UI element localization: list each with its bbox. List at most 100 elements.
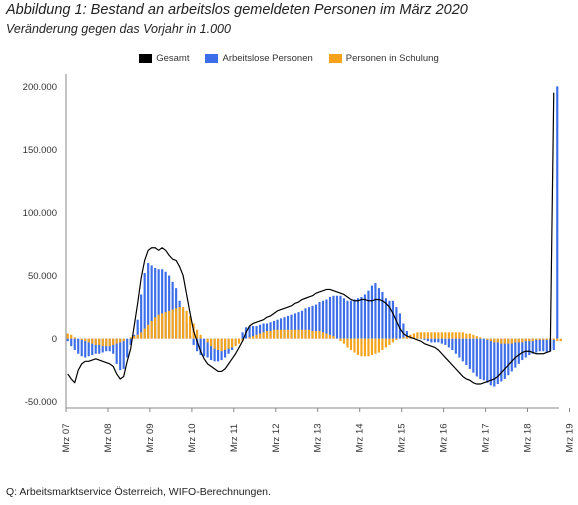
bar-schulung — [248, 337, 251, 339]
x-tick-label: Mrz 09 — [145, 423, 156, 452]
bar-arbeitslose — [318, 302, 321, 339]
bar-arbeitslose — [66, 338, 69, 342]
bar-schulung — [318, 331, 321, 339]
bar-arbeitslose — [307, 307, 311, 339]
bar-schulung — [426, 332, 429, 339]
legend-item-gesamt: Gesamt — [139, 53, 189, 64]
bar-arbeitslose — [126, 338, 129, 358]
bar-schulung — [147, 324, 150, 339]
y-tick-label: -50.000 — [25, 397, 57, 408]
bar-arbeitslose — [241, 332, 244, 339]
bar-schulung — [189, 315, 192, 339]
bar-schulung — [472, 334, 475, 339]
bar-arbeitslose — [360, 296, 363, 339]
bar-arbeitslose — [444, 338, 447, 345]
bar-schulung — [262, 332, 265, 339]
bar-arbeitslose — [503, 338, 506, 379]
bar-schulung — [507, 338, 510, 344]
bar-arbeitslose — [157, 269, 160, 339]
bar-schulung — [70, 334, 73, 339]
bar-schulung — [297, 329, 300, 339]
bar-schulung — [154, 317, 157, 339]
bar-arbeitslose — [402, 323, 405, 339]
bar-schulung — [377, 338, 381, 353]
bar-schulung — [87, 338, 90, 343]
bar-schulung — [178, 307, 181, 339]
bar-arbeitslose — [328, 296, 332, 339]
bar-arbeitslose — [286, 315, 290, 339]
bar-schulung — [367, 338, 370, 357]
bar-arbeitslose — [398, 313, 401, 339]
bar-schulung — [112, 338, 115, 345]
bar-arbeitslose — [147, 262, 150, 339]
bar-schulung — [224, 338, 227, 350]
bar-schulung — [370, 338, 374, 356]
x-tick-label: Mrz 08 — [103, 423, 114, 452]
bar-schulung — [101, 338, 104, 347]
bar-arbeitslose — [311, 305, 314, 339]
bar-schulung — [339, 338, 342, 342]
bar-arbeitslose — [339, 295, 342, 339]
bar-schulung — [279, 329, 283, 339]
bar-arbeitslose — [377, 288, 381, 339]
bar-arbeitslose — [269, 322, 272, 339]
y-tick-label: 200.000 — [23, 82, 57, 93]
legend-swatch-schulung — [328, 54, 342, 63]
bar-schulung — [503, 338, 506, 344]
bar-arbeitslose — [363, 294, 367, 339]
bar-arbeitslose — [84, 338, 87, 358]
bar-arbeitslose — [423, 338, 426, 340]
bar-schulung — [545, 338, 548, 340]
bar-schulung — [363, 338, 367, 357]
bar-schulung — [66, 333, 69, 339]
bar-arbeitslose — [136, 319, 139, 339]
bar-schulung — [360, 338, 363, 357]
bar-schulung — [133, 336, 136, 339]
bar-arbeitslose — [521, 338, 524, 361]
bar-arbeitslose — [342, 298, 346, 339]
bar-schulung — [416, 332, 419, 339]
bar-schulung — [556, 338, 559, 342]
bar-schulung — [73, 337, 76, 339]
bar-arbeitslose — [461, 338, 464, 362]
bar-schulung — [402, 337, 405, 339]
bar-schulung — [510, 338, 513, 344]
bar-arbeitslose — [374, 283, 377, 339]
bar-arbeitslose — [405, 331, 408, 339]
bar-schulung — [353, 338, 356, 353]
bar-schulung — [143, 328, 146, 339]
bar-schulung — [234, 338, 237, 347]
bar-schulung — [479, 337, 482, 339]
bar-schulung — [433, 332, 436, 339]
bar-schulung — [175, 308, 178, 339]
bar-arbeitslose — [150, 265, 153, 339]
bar-arbeitslose — [258, 324, 262, 339]
bar-arbeitslose — [112, 338, 115, 354]
bar-arbeitslose — [98, 338, 101, 354]
bar-schulung — [227, 338, 230, 349]
x-tick-label: Mrz 11 — [229, 424, 240, 452]
bar-schulung — [122, 338, 125, 342]
y-tick-label: 100.000 — [23, 208, 57, 219]
bar-arbeitslose — [388, 300, 391, 339]
bar-arbeitslose — [119, 338, 122, 371]
bar-schulung — [531, 338, 534, 342]
bar-arbeitslose — [381, 291, 384, 339]
bar-arbeitslose — [465, 338, 468, 366]
bar-arbeitslose — [545, 338, 548, 353]
source-note: Q: Arbeitsmarktservice Österreich, WIFO-… — [6, 486, 271, 498]
bar-arbeitslose — [129, 338, 132, 345]
bar-arbeitslose — [482, 338, 485, 381]
bar-schulung — [115, 338, 118, 344]
bar-arbeitslose — [203, 338, 206, 357]
bar-schulung — [199, 334, 202, 339]
bar-arbeitslose — [192, 338, 195, 345]
bar-arbeitslose — [262, 323, 265, 339]
x-tick-label: Mrz 17 — [481, 423, 492, 452]
bar-schulung — [157, 314, 160, 339]
bar-schulung — [300, 329, 304, 339]
chart-subtitle: Veränderung gegen das Vorjahr in 1.000 — [6, 22, 231, 36]
bar-arbeitslose — [335, 295, 339, 339]
y-tick-label: 0 — [52, 334, 57, 345]
bar-arbeitslose — [332, 295, 335, 339]
